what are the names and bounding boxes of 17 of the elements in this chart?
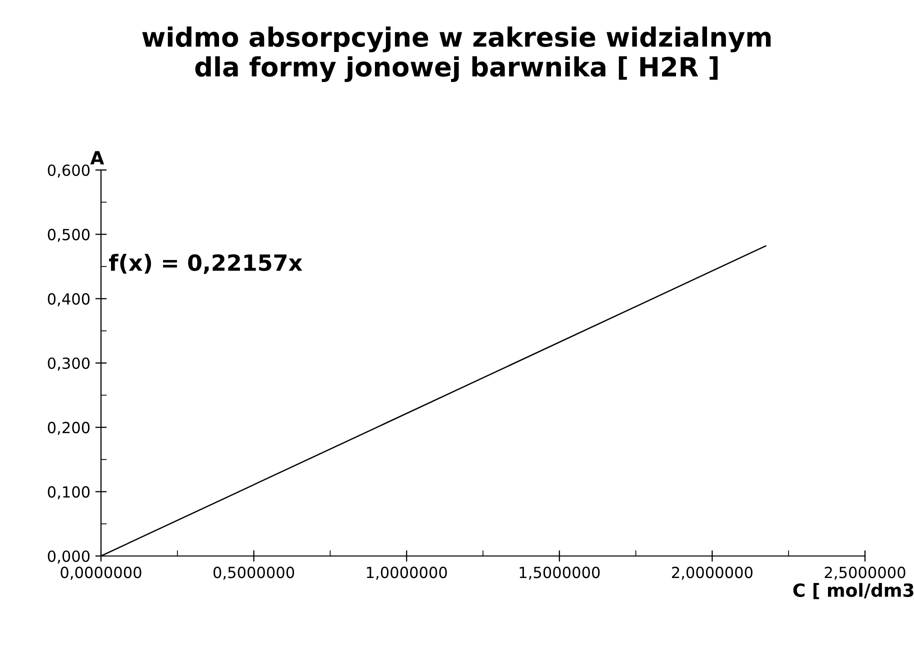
chart-title: widmo absorpcyjne w zakresie widzialnym dla formy jonowej barwnika [ H2R ] <box>142 26 771 82</box>
x-tick-label: 0,0000000 <box>60 566 142 580</box>
y-tick-label: 0,300 <box>48 357 90 371</box>
annotation: f(x) = 0,22157x <box>109 254 302 274</box>
y-tick-label: 0,600 <box>48 164 90 178</box>
x-axis-title: C [ mol/dm3 <box>793 583 914 600</box>
y-tick-label: 0,200 <box>48 422 90 435</box>
y-tick-label: 0,000 <box>48 550 90 564</box>
x-tick-label: 1,5000000 <box>520 566 600 580</box>
y-axis-title: A <box>90 151 104 164</box>
y-tick-label: 0,100 <box>48 486 90 500</box>
x-tick-label: 2,0000000 <box>672 566 752 580</box>
x-tick-label: 2,5000000 <box>824 566 906 580</box>
x-tick-label: 1,0000000 <box>366 566 447 580</box>
y-tick-label: 0,500 <box>48 228 90 242</box>
x-tick-label: 0,5000000 <box>214 566 294 580</box>
y-tick-label: 0,400 <box>48 293 90 306</box>
